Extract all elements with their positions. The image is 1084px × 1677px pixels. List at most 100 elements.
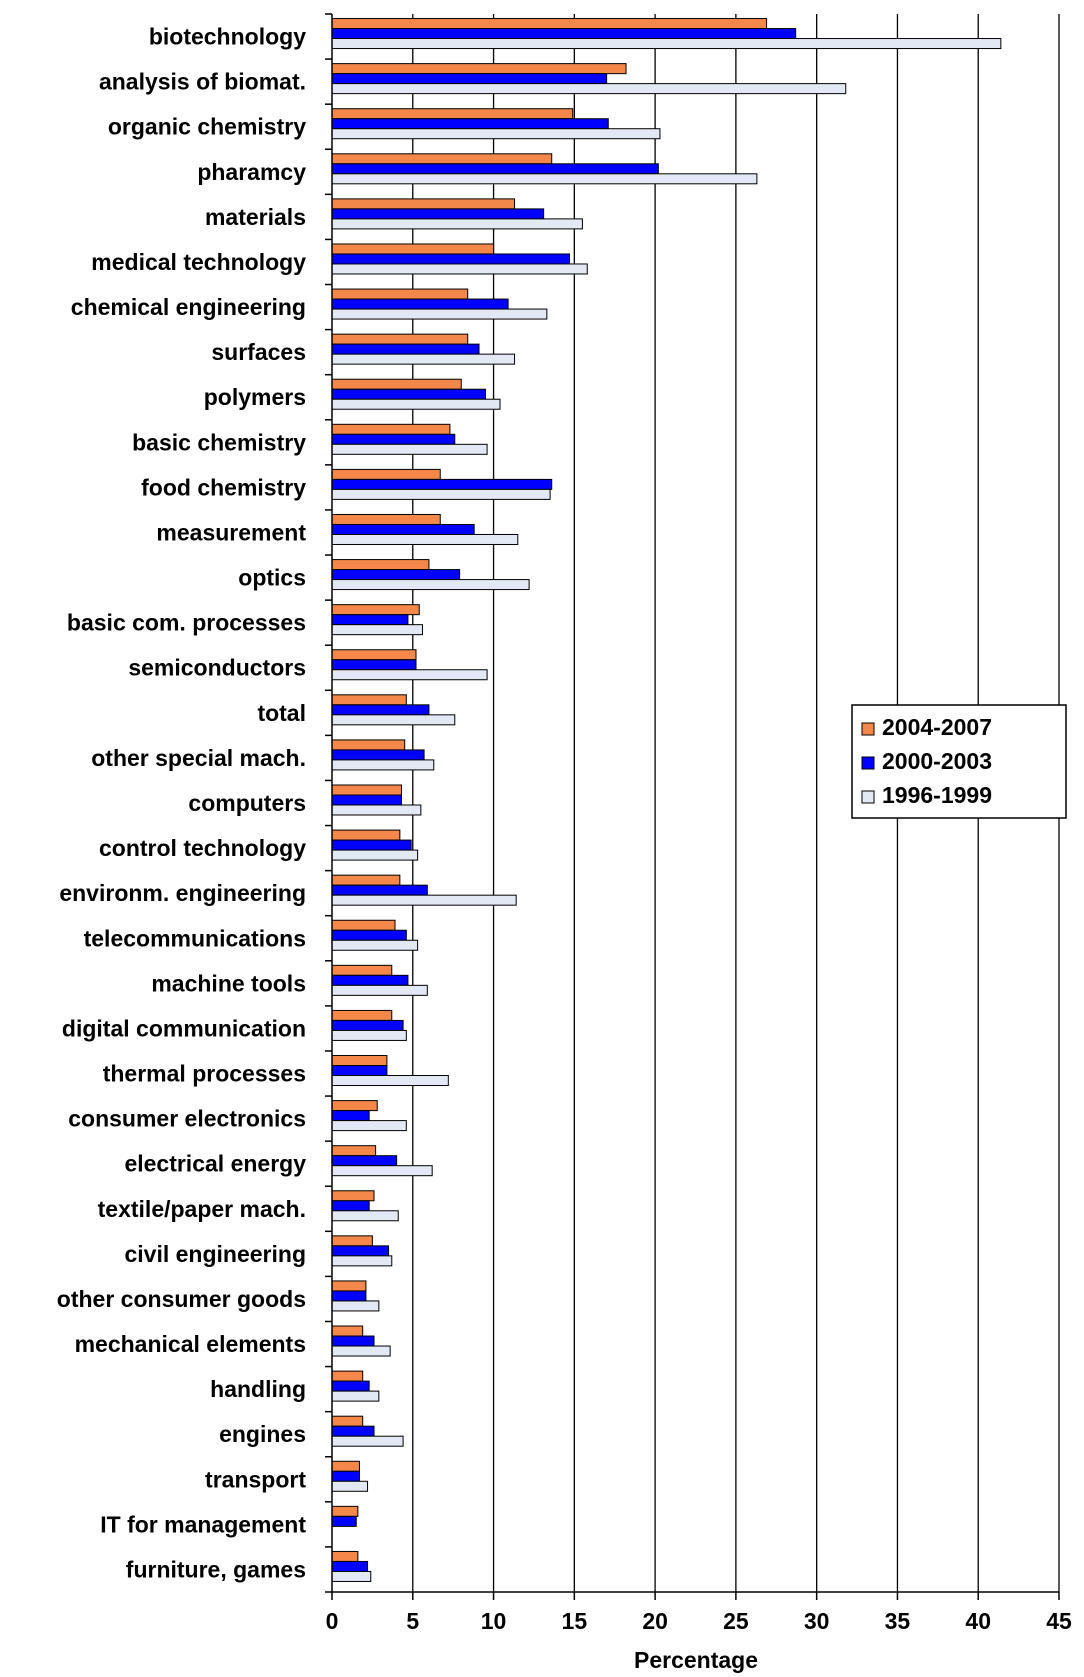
- bar-1-21: [331, 919, 396, 931]
- bar-3-24: [331, 1075, 449, 1087]
- bar-1-29: [331, 1280, 367, 1292]
- bar-3-31: [331, 1390, 380, 1402]
- bar-2-12: [331, 523, 475, 535]
- bar-2-13: [331, 569, 461, 581]
- bar-3-32: [331, 1435, 404, 1447]
- category-label: other special mach.: [91, 745, 306, 771]
- bar-2-9: [331, 388, 486, 400]
- bar-2-1: [331, 28, 797, 40]
- x-tick-label: 25: [723, 1608, 749, 1634]
- category-labels: biotechnology analysis of biomat. organic …: [57, 24, 307, 1583]
- category-label: control technology: [99, 835, 306, 861]
- category-label: biotechnology: [149, 24, 306, 50]
- bar-2-14: [331, 614, 409, 626]
- category-label: transport: [205, 1466, 306, 1492]
- bar-1-13: [331, 559, 430, 571]
- bar-2-24: [331, 1065, 388, 1077]
- category-label: textile/paper mach.: [98, 1196, 306, 1222]
- bar-1-4: [331, 153, 553, 165]
- category-label: civil engineering: [125, 1241, 307, 1267]
- category-label: organic chemistry: [108, 114, 306, 140]
- bar-1-5: [331, 198, 516, 210]
- bar-3-21: [331, 939, 419, 951]
- category-label: thermal processes: [103, 1061, 306, 1087]
- category-label: computers: [188, 790, 306, 816]
- bar-1-12: [331, 513, 441, 525]
- category-label: pharamcy: [197, 159, 306, 185]
- bar-3-16: [331, 714, 456, 726]
- x-tick-label: 45: [1046, 1608, 1072, 1634]
- bar-1-30: [331, 1325, 364, 1337]
- bar-3-28: [331, 1255, 393, 1267]
- bar-3-17: [331, 759, 435, 771]
- category-label: food chemistry: [141, 474, 306, 500]
- bar-1-10: [331, 423, 451, 435]
- bar-3-3: [331, 128, 661, 140]
- bar-3-20: [331, 894, 517, 906]
- bar-2-17: [331, 749, 425, 761]
- bar-3-18: [331, 804, 422, 816]
- bar-2-30: [331, 1335, 375, 1347]
- bar-2-27: [331, 1200, 370, 1212]
- bar-1-3: [331, 108, 574, 120]
- bar-1-28: [331, 1235, 373, 1247]
- bar-1-16: [331, 694, 407, 706]
- bar-1-7: [331, 288, 469, 300]
- bar-3-7: [331, 308, 548, 320]
- x-tick-label: 10: [481, 1608, 507, 1634]
- bar-2-23: [331, 1019, 404, 1031]
- bar-1-23: [331, 1009, 393, 1021]
- bar-2-31: [331, 1380, 370, 1392]
- bar-2-6: [331, 253, 570, 265]
- bar-1-35: [331, 1550, 359, 1562]
- bar-2-33: [331, 1470, 360, 1482]
- category-label: consumer electronics: [68, 1106, 306, 1132]
- bar-3-33: [331, 1480, 369, 1492]
- category-label: materials: [205, 204, 306, 230]
- x-tick-label: 40: [965, 1608, 991, 1634]
- bar-2-3: [331, 118, 609, 130]
- bar-1-34: [331, 1505, 359, 1517]
- bar-3-25: [331, 1120, 407, 1132]
- bar-3-19: [331, 849, 419, 861]
- axes: [325, 13, 1060, 1600]
- bar-1-17: [331, 739, 406, 751]
- bar-1-22: [331, 964, 393, 976]
- bar-3-29: [331, 1300, 380, 1312]
- bar-1-24: [331, 1055, 388, 1067]
- bar-1-1: [331, 18, 768, 30]
- category-label: IT for management: [100, 1511, 306, 1537]
- bar-3-14: [331, 624, 423, 636]
- bar-2-4: [331, 163, 659, 175]
- category-label: machine tools: [151, 970, 306, 996]
- bar-3-6: [331, 263, 588, 275]
- bar-2-8: [331, 343, 480, 355]
- bar-3-9: [331, 398, 501, 410]
- bar-2-10: [331, 433, 456, 445]
- bar-2-34: [331, 1515, 357, 1527]
- bar-1-11: [331, 468, 441, 480]
- category-label: furniture, games: [126, 1556, 306, 1582]
- x-tick-label: 20: [642, 1608, 668, 1634]
- category-label: mechanical elements: [75, 1331, 306, 1357]
- category-label: electrical energy: [124, 1151, 306, 1177]
- bar-1-14: [331, 604, 420, 616]
- bar-3-4: [331, 173, 758, 185]
- legend-swatch-1: [861, 722, 875, 736]
- bar-2-26: [331, 1155, 398, 1167]
- category-label: analysis of biomat.: [99, 69, 306, 95]
- bar-2-28: [331, 1245, 390, 1257]
- bar-1-32: [331, 1415, 364, 1427]
- bar-3-22: [331, 984, 428, 996]
- bar-3-5: [331, 218, 583, 230]
- category-label: polymers: [204, 384, 306, 410]
- legend-label-2: 2000-2003: [882, 748, 992, 774]
- bar-3-30: [331, 1345, 391, 1357]
- bar-3-35: [331, 1570, 372, 1582]
- tick-labels: 0 5 10 15 20 25 30 35 40 45: [326, 1608, 1072, 1634]
- category-label: telecommunications: [84, 925, 306, 951]
- bar-2-18: [331, 794, 402, 806]
- bar-3-1: [331, 38, 1002, 50]
- bar-3-13: [331, 579, 530, 591]
